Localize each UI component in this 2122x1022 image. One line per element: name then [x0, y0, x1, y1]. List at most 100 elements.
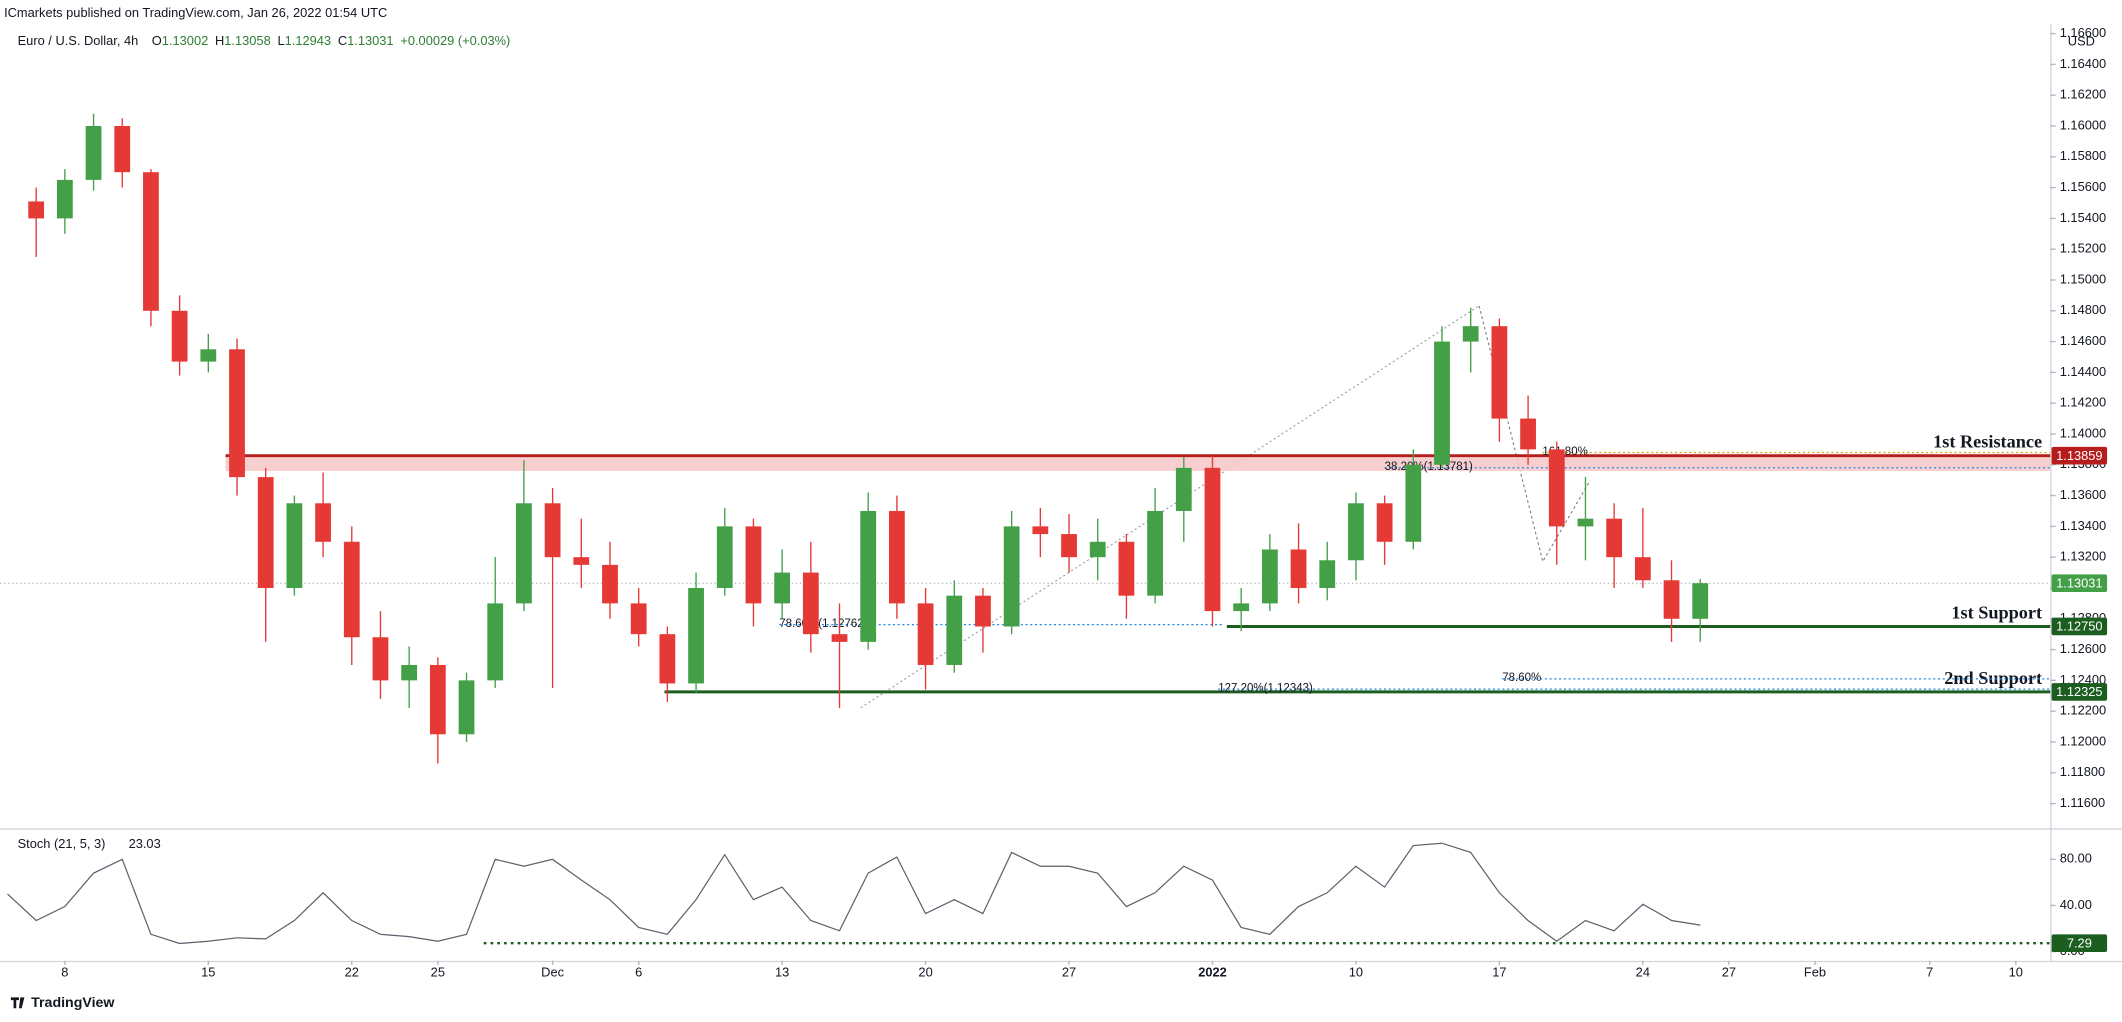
x-tick-label: Dec: [541, 964, 564, 979]
ohlc-key: L: [277, 33, 284, 48]
candle-body: [917, 603, 934, 665]
candle-body: [401, 664, 418, 681]
x-tick-label: 24: [1636, 964, 1650, 979]
x-tick-label: Feb: [1804, 964, 1826, 979]
y-tick-label: 1.14800: [2060, 302, 2106, 317]
candle-body: [716, 526, 733, 588]
candle-body: [1663, 580, 1680, 619]
candle-body: [458, 680, 475, 735]
y-tick-label: 1.15800: [2060, 148, 2106, 163]
resistance-zone: [225, 455, 2051, 471]
level-box: [2051, 683, 2108, 701]
candle-body: [516, 503, 532, 604]
y-tick-label: 1.14200: [2060, 395, 2106, 410]
candle-body: [975, 595, 991, 627]
candle-body: [1319, 560, 1336, 588]
candle-body: [56, 179, 73, 219]
x-tick-label: 6: [635, 964, 642, 979]
candle-body: [257, 477, 274, 588]
candle-body: [229, 349, 245, 478]
y-tick-label: 1.15200: [2060, 241, 2106, 256]
x-tick-label: 22: [345, 964, 359, 979]
y-tick-label: 1.13400: [2060, 518, 2106, 533]
candle-body: [1606, 518, 1623, 558]
level-box-label: 7.29: [2067, 935, 2092, 950]
candle-body: [831, 634, 848, 642]
candle-body: [1348, 503, 1364, 561]
level-box-label: 1.13859: [2056, 448, 2102, 463]
x-tick-label: 17: [1492, 964, 1506, 979]
ohlc-value: 1.12943: [285, 33, 331, 48]
fib-label: 78.60%(1.12762): [779, 618, 867, 630]
indicator-title: Stoch (21, 5, 3): [18, 836, 106, 851]
ohlc-key: C: [338, 33, 347, 48]
candle-body: [1032, 526, 1049, 535]
x-tick-label: 10: [2009, 964, 2023, 979]
candle-body: [1061, 534, 1077, 558]
candle-body: [28, 201, 45, 219]
level-box-label: 1.12325: [2056, 684, 2102, 699]
y-tick-label: 40.00: [2060, 897, 2092, 912]
y-tick-label: 1.16400: [2060, 56, 2106, 71]
candle-body: [1290, 549, 1307, 588]
y-tick-label: 1.11600: [2060, 795, 2105, 810]
candle-body: [85, 125, 102, 180]
y-tick-label: 1.13200: [2060, 549, 2106, 564]
change: +0.00029 (+0.03%): [400, 33, 510, 48]
candle-body: [1405, 464, 1422, 542]
y-tick-label: 1.13600: [2060, 487, 2106, 502]
candle-body: [1003, 526, 1020, 627]
candle-body: [802, 572, 819, 635]
candle-body: [774, 572, 791, 604]
candle-body: [1376, 503, 1393, 542]
candle-body: [114, 125, 131, 173]
candle-body: [1634, 557, 1651, 581]
y-tick-label: 1.16200: [2060, 87, 2106, 102]
candle-body: [429, 664, 446, 735]
x-tick-label: 8: [61, 964, 68, 979]
candle-body: [143, 172, 159, 311]
candle-body: [630, 603, 647, 635]
candle-body: [688, 587, 704, 684]
y-tick-label: 1.16600: [2060, 25, 2106, 40]
candle-body: [171, 310, 188, 362]
candle-body: [659, 634, 676, 684]
level-box-label: 1.12750: [2056, 619, 2102, 634]
y-tick-label: 1.14600: [2060, 333, 2106, 348]
candle-body: [602, 564, 618, 604]
y-tick-label: 1.12200: [2060, 703, 2106, 718]
x-tick-label: 20: [918, 964, 932, 979]
x-tick-label: 2022: [1198, 964, 1227, 979]
y-tick-label: 1.12400: [2060, 672, 2106, 687]
candle-body: [544, 503, 561, 558]
last-price-box-label: 1.13031: [2056, 575, 2102, 590]
symbol: Euro / U.S. Dollar, 4h: [18, 33, 139, 48]
level-name: 1st Resistance: [1933, 432, 2042, 452]
candle-body: [487, 603, 504, 681]
candle-body: [1175, 467, 1192, 511]
logo-text: TradingView: [31, 995, 115, 1011]
logo-icon: [10, 997, 25, 1009]
candle-body: [1434, 341, 1450, 465]
candle-body: [1692, 583, 1709, 619]
y-tick-label: 80.00: [2060, 851, 2092, 866]
publisher: ICmarkets published on TradingView.com, …: [4, 5, 387, 20]
candle-body: [1089, 541, 1106, 558]
candle-body: [286, 503, 303, 588]
logo: TradingView: [10, 995, 115, 1011]
indicator-value: 23.03: [129, 836, 161, 851]
ohlc-value: 1.13058: [224, 33, 270, 48]
x-tick-label: 15: [201, 964, 215, 979]
candle-body: [372, 637, 389, 681]
candle-body: [200, 349, 217, 362]
candle-body: [745, 526, 762, 604]
level-name: 2nd Support: [1944, 668, 2042, 688]
fib-label: 78.60%: [1502, 672, 1541, 684]
y-tick-label: 1.15000: [2060, 271, 2106, 286]
fib-label: 161.80%: [1542, 446, 1587, 458]
level-box: [2051, 934, 2108, 952]
fib-label: 127.20%(1.12343): [1218, 683, 1313, 695]
x-tick-label: 25: [431, 964, 445, 979]
